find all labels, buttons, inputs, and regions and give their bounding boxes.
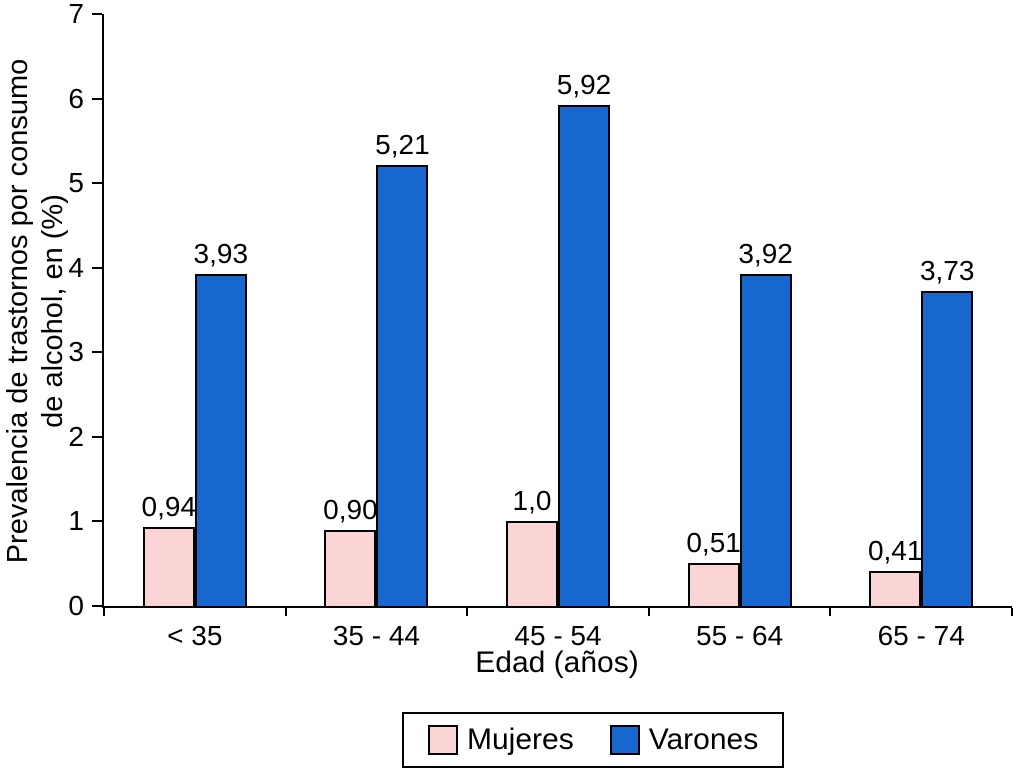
- y-axis-tick: [92, 351, 102, 354]
- y-axis-title-line1: Prevalencia de trastornos por consumo: [2, 58, 34, 564]
- bar-value-label: 3,93: [193, 237, 249, 269]
- x-axis-category-label: 45 - 54: [514, 620, 602, 651]
- x-axis-category-label: < 35: [167, 620, 223, 651]
- bar-mujeres: [869, 571, 922, 606]
- x-axis-tick: [103, 608, 105, 616]
- legend-label: Mujeres: [467, 723, 574, 756]
- x-axis-tick: [284, 608, 287, 616]
- bar-value-label: 3,92: [738, 238, 793, 270]
- y-axis-tick-label: 2: [68, 420, 84, 452]
- y-axis-tick: [92, 266, 102, 269]
- x-axis-title: Edad (años): [475, 646, 639, 679]
- legend: Mujeres Varones: [402, 712, 785, 768]
- y-axis-tick: [92, 520, 102, 523]
- legend-item-mujeres: Mujeres: [428, 723, 574, 757]
- legend-item-varones: Varones: [609, 723, 759, 757]
- y-axis-tick: [92, 182, 102, 185]
- bar-mujeres: [324, 529, 377, 606]
- y-axis-tick-label: 3: [68, 336, 84, 368]
- bar-value-label: 0,90: [323, 493, 378, 525]
- x-axis-tick: [647, 608, 650, 616]
- bar-varones: [921, 290, 974, 606]
- bar-value-label: 0,94: [141, 490, 197, 522]
- legend-swatch: [609, 725, 640, 755]
- bar-varones: [194, 273, 247, 606]
- y-axis-tick-label: 4: [68, 251, 84, 283]
- y-axis-tick: [92, 97, 102, 100]
- y-axis-tick-label: 5: [68, 167, 84, 199]
- y-axis-tick: [92, 435, 102, 438]
- y-axis-tick-label: 6: [68, 82, 84, 114]
- y-axis-title-line2: de alcohol, en (%): [37, 194, 69, 428]
- bar-value-label: 1,0: [512, 485, 552, 517]
- y-axis-tick-label: 1: [68, 505, 84, 537]
- bar-value-label: 0,41: [867, 535, 923, 567]
- bar-mujeres: [142, 526, 195, 606]
- bar-varones: [376, 165, 429, 606]
- bar-value-label: 0,51: [686, 526, 741, 558]
- x-axis-tick: [466, 608, 469, 616]
- x-axis-category-label: 55 - 64: [696, 620, 784, 651]
- y-axis-tick-label: 7: [68, 0, 84, 29]
- legend-label: Varones: [648, 723, 759, 756]
- bar-value-label: 5,92: [556, 69, 612, 101]
- bar-mujeres: [687, 562, 740, 606]
- legend-swatch: [428, 725, 458, 755]
- bar-value-label: 5,21: [375, 129, 430, 161]
- y-axis-tick: [92, 13, 102, 15]
- y-axis-tick-label: 0: [68, 590, 84, 621]
- bar-value-label: 3,73: [919, 254, 975, 286]
- x-axis-category-label: 35 - 44: [332, 620, 420, 651]
- bar-mujeres: [506, 521, 558, 606]
- bar-varones: [558, 105, 610, 606]
- bar-varones: [739, 274, 792, 606]
- x-axis-tick: [829, 608, 832, 616]
- plot-area: 0 1 2 3 4 5 6 7 < 35 0,94 3,93 35 - 44 0,90 5,21 45 - …: [68, 0, 1013, 651]
- y-axis-tick: [92, 605, 102, 607]
- x-axis-tick: [1011, 608, 1013, 616]
- x-axis-category-label: 65 - 74: [877, 620, 965, 651]
